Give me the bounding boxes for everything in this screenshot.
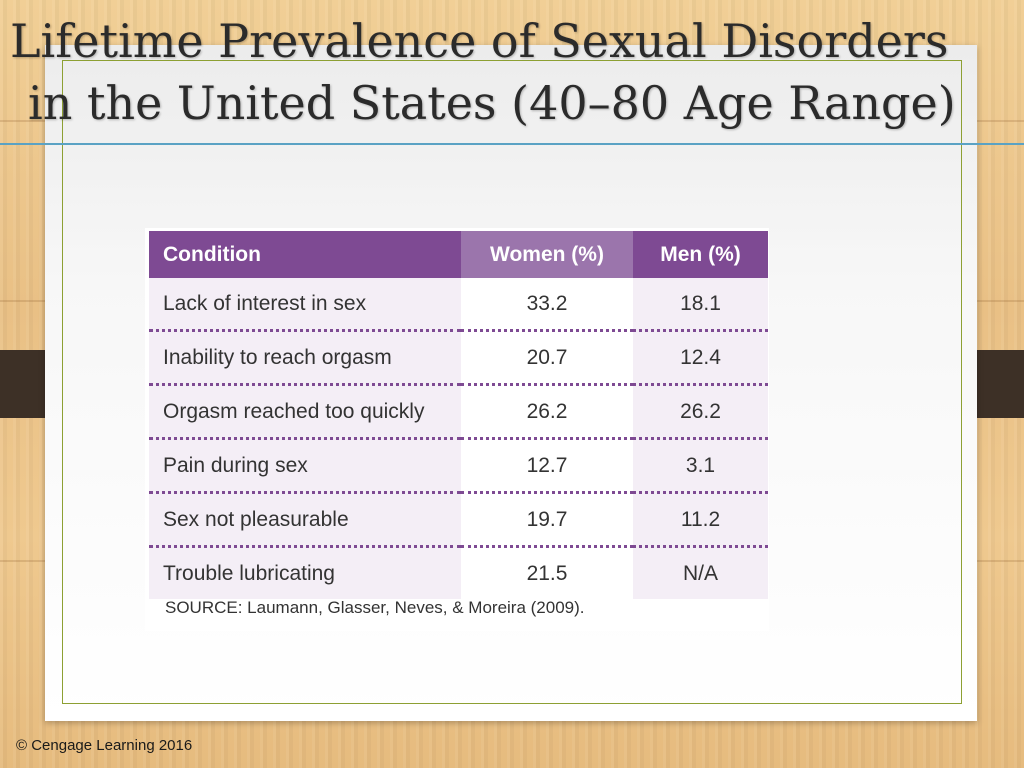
table-source-note: SOURCE: Laumann, Glasser, Neves, & Morei… [165, 598, 585, 617]
table-row: Orgasm reached too quickly 26.2 26.2 [149, 384, 768, 440]
cell-women: 19.7 [461, 492, 633, 548]
cell-men: 3.1 [633, 438, 768, 494]
cell-women: 26.2 [461, 384, 633, 440]
slide-card-border [62, 60, 962, 704]
cell-women: 33.2 [461, 278, 633, 332]
cell-condition: Orgasm reached too quickly [149, 384, 461, 440]
cell-men: 11.2 [633, 492, 768, 548]
table-row: Lack of interest in sex 33.2 18.1 [149, 278, 768, 332]
prevalence-table-panel: Condition Women (%) Men (%) Lack of inte… [145, 228, 769, 631]
cell-women: 12.7 [461, 438, 633, 494]
header-men: Men (%) [633, 231, 768, 278]
cell-men: 26.2 [633, 384, 768, 440]
slide-title-line-2: in the United States (40–80 Age Range) [28, 76, 956, 130]
cell-condition: Pain during sex [149, 438, 461, 494]
cell-condition: Trouble lubricating [149, 546, 461, 599]
slide-title: Lifetime Prevalence of Sexual Disorders … [10, 10, 1020, 134]
slide-title-line-1: Lifetime Prevalence of Sexual Disorders [10, 14, 949, 68]
title-underline-rule [0, 143, 1024, 145]
copyright-notice: © Cengage Learning 2016 [16, 737, 193, 754]
table-row: Sex not pleasurable 19.7 11.2 [149, 492, 768, 548]
table-row: Pain during sex 12.7 3.1 [149, 438, 768, 494]
cell-men: N/A [633, 546, 768, 599]
table-row: Inability to reach orgasm 20.7 12.4 [149, 330, 768, 386]
prevalence-table: Condition Women (%) Men (%) Lack of inte… [149, 231, 768, 599]
cell-condition: Lack of interest in sex [149, 278, 461, 332]
cell-women: 21.5 [461, 546, 633, 599]
cell-women: 20.7 [461, 330, 633, 386]
header-women: Women (%) [461, 231, 633, 278]
table-row: Trouble lubricating 21.5 N/A [149, 546, 768, 599]
header-condition: Condition [149, 231, 461, 278]
table-header-row: Condition Women (%) Men (%) [149, 231, 768, 278]
cell-men: 18.1 [633, 278, 768, 332]
cell-condition: Sex not pleasurable [149, 492, 461, 548]
cell-men: 12.4 [633, 330, 768, 386]
cell-condition: Inability to reach orgasm [149, 330, 461, 386]
